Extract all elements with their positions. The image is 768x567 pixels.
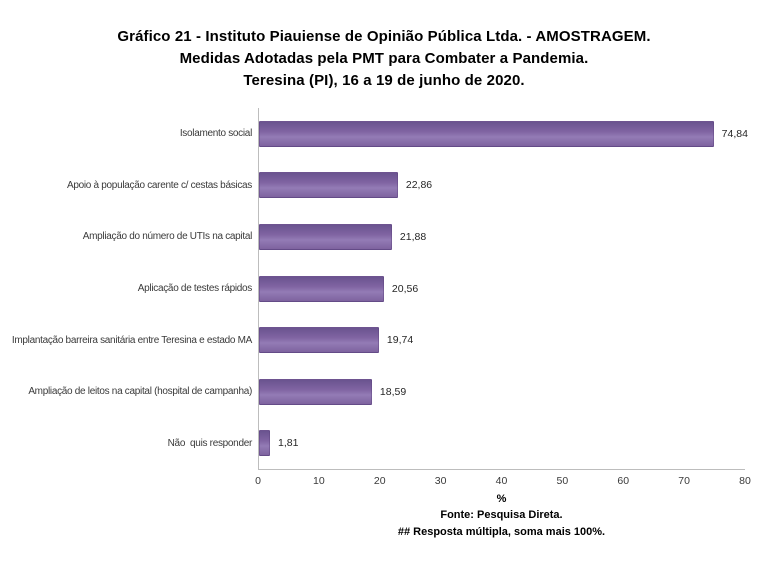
bar-row: Não quis responder 1,81 [168,417,745,469]
source-note: Fonte: Pesquisa Direta. [440,509,563,521]
x-axis-title: % [496,493,507,505]
value-label: 74,84 [721,127,748,140]
value-label: 21,88 [399,230,427,243]
category-label: Ampliação de leitos na capital (hospital… [28,386,252,398]
x-axis: 0 10 20 30 40 50 60 70 80 [255,470,751,487]
bar [259,172,398,199]
category-label: Isolamento social [179,128,252,140]
bar-row: Aplicação de testes rápidos 20,56 [138,263,745,315]
chart-title: Gráfico 21 - Instituto Piauiense de Opin… [0,0,768,92]
chart-title-line-2: Medidas Adotadas pela PMT para Combater … [179,50,589,67]
bar-row: Isolamento social 74,84 [180,108,748,160]
x-tick-label: 80 [739,475,751,487]
chart-title-line-1: Gráfico 21 - Instituto Piauiense de Opin… [117,28,651,45]
category-label: Não quis responder [167,437,253,449]
bar-row: Implantação barreira sanitária entre Ter… [12,314,745,366]
plot-area: Isolamento social 74,84 Apoio à populaçã… [12,108,748,470]
multiple-response-note: ## Resposta múltipla, soma mais 100%. [397,526,606,538]
bar [259,378,372,405]
bar [259,120,714,147]
bar [259,275,384,302]
bar [259,327,379,354]
category-label: Aplicação de testes rápidos [137,283,253,295]
x-tick-label: 0 [255,475,261,487]
value-label: 22,86 [405,179,433,192]
x-tick-label: 30 [434,475,447,487]
bar-row: Ampliação de leitos na capital (hospital… [28,366,745,418]
x-tick-label: 60 [617,475,630,487]
chart-title-line-3: Teresina (PI), 16 a 19 de junho de 2020. [243,72,525,89]
category-label: Ampliação do número de UTIs na capital [82,231,253,243]
bar [259,430,270,457]
value-label: 18,59 [379,385,407,398]
bar-chart: Isolamento social 74,84 Apoio à populaçã… [10,108,751,541]
x-tick-label: 40 [495,475,508,487]
value-label: 20,56 [391,282,419,295]
x-tick-label: 20 [373,475,386,487]
category-label: Implantação barreira sanitária entre Ter… [11,334,252,346]
x-tick-label: 70 [678,475,690,487]
value-label: 19,74 [386,334,414,347]
bar-row: Apoio à população carente c/ cestas bási… [67,160,745,212]
category-label: Apoio à população carente c/ cestas bási… [66,179,252,191]
bar-row: Ampliação do número de UTIs na capital 2… [83,211,745,263]
value-label: 1,81 [277,437,299,450]
bar [259,223,392,250]
chart-footer: Fonte: Pesquisa Direta. ## Resposta múlt… [258,507,745,541]
x-tick-label: 10 [313,475,325,487]
x-tick-label: 50 [556,475,569,487]
